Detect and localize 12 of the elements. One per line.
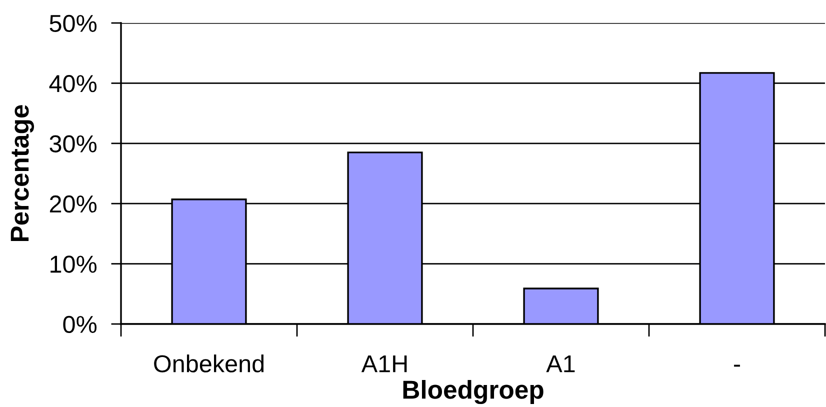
y-axis-title: Percentage [10,105,34,242]
y-tick-label: 0% [63,316,97,334]
x-tick-label: A1H [361,355,407,372]
x-tick-label: Onbekend [154,354,264,372]
x-axis-title: Bloedgroep [403,380,544,404]
y-tick-label: 30% [50,135,97,152]
y-tick-label: 40% [49,75,97,92]
x-tick-label: - [734,364,740,367]
y-tick-label: 10% [50,256,97,273]
y-tick-label: 20% [50,195,97,213]
y-tick-label: 50% [50,14,97,32]
x-tick-label: A1 [546,355,575,372]
